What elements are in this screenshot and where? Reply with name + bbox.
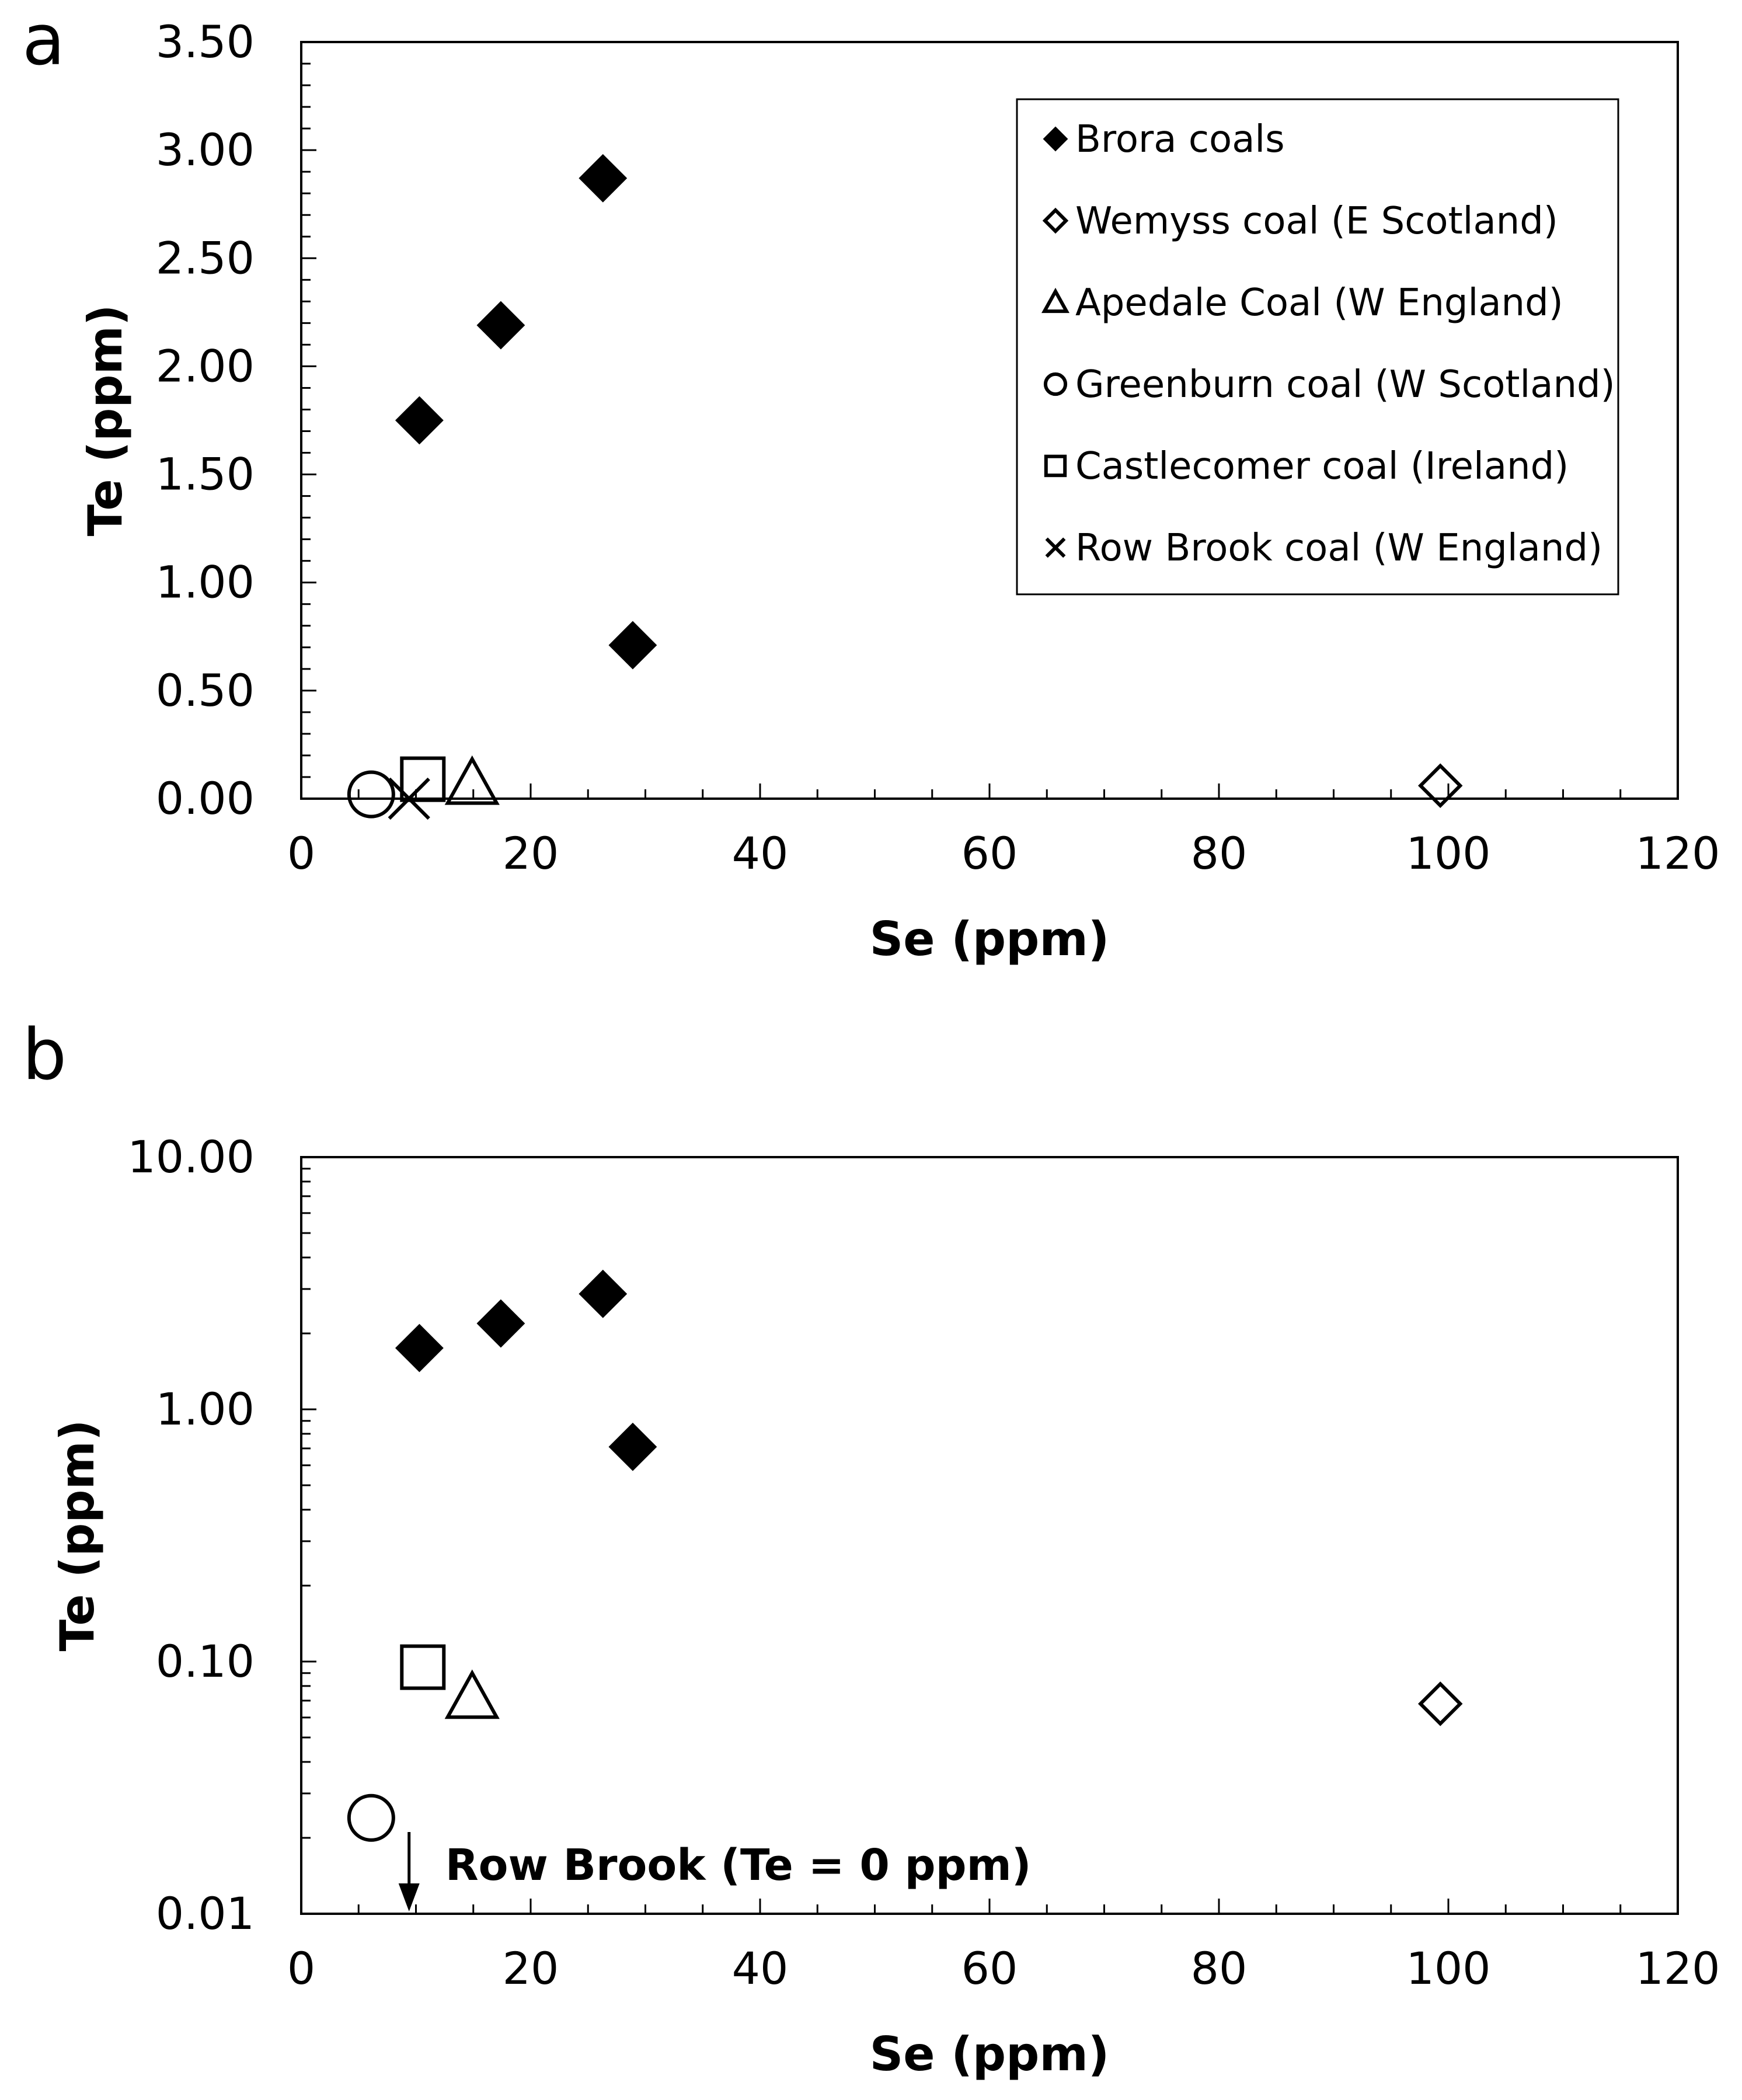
y-axis-title: Te (ppm)	[78, 304, 133, 536]
panel-label-b: b	[22, 1015, 67, 1096]
annotation-arrow-head	[398, 1883, 420, 1911]
data-point-wemyss-coal-e-scotland	[1418, 1681, 1463, 1726]
y-tick-label: 1.50	[156, 448, 255, 500]
x-tick-label: 40	[732, 827, 789, 879]
data-point-greenburn-coal-w-scotland	[347, 1793, 395, 1842]
legend-box	[1016, 98, 1619, 595]
y-tick-label: 0.01	[156, 1887, 255, 1939]
data-point-apedale-coal-w-england	[444, 755, 500, 805]
y-tick-label: 1.00	[156, 1383, 255, 1435]
legend-entry: Wemyss coal (E Scotland)	[1075, 200, 1558, 243]
legend-marker	[1045, 537, 1066, 558]
x-tick-label: 80	[1191, 1942, 1248, 1994]
legend-marker	[1043, 372, 1068, 396]
data-point-brora-coals	[395, 396, 444, 445]
data-point-apedale-coal-w-england	[444, 1669, 500, 1719]
y-tick-label: 1.00	[156, 556, 255, 608]
y-tick-label: 3.00	[156, 124, 255, 176]
x-tick-label: 20	[503, 827, 559, 879]
data-point-brora-coals	[395, 1324, 444, 1373]
legend-entry: Greenburn coal (W Scotland)	[1075, 363, 1615, 406]
x-tick-label: 120	[1635, 827, 1720, 879]
x-tick-label: 100	[1406, 1942, 1490, 1994]
data-point-brora-coals	[476, 1299, 525, 1348]
annotation-label: Row Brook (Te = 0 ppm)	[445, 1840, 1032, 1890]
data-point-castlecomer-coal-ireland	[400, 756, 446, 802]
y-tick-label: 0.10	[156, 1635, 255, 1687]
x-axis-title: Se (ppm)	[870, 912, 1110, 966]
x-tick-label: 20	[503, 1942, 559, 1994]
y-tick-label: 10.00	[127, 1131, 255, 1183]
legend-entry: Brora coals	[1075, 118, 1285, 161]
data-point-brora-coals	[579, 154, 628, 203]
y-tick-label: 2.50	[156, 232, 255, 284]
x-tick-label: 40	[732, 1942, 789, 1994]
data-point-brora-coals	[579, 1269, 628, 1318]
legend-entry: Apedale Coal (W England)	[1075, 281, 1563, 325]
data-point-wemyss-coal-e-scotland	[1418, 763, 1463, 809]
y-axis-title: Te (ppm)	[50, 1419, 104, 1651]
legend-marker	[1043, 126, 1068, 152]
chart-panel-b: 0 20 40 60 80 100 120 0.01 0.10 1.00 10.00 Se (ppm)…	[50, 1131, 1720, 2081]
chart-panel-a: 0 20 40 60 80 100 120 0.00 0.50 1.00 1.50 2.00 2.50 3…	[78, 16, 1720, 966]
data-point-brora-coals	[476, 301, 525, 350]
y-tick-label: 0.00	[156, 772, 255, 824]
data-point-brora-coals	[608, 1422, 657, 1471]
data-point-castlecomer-coal-ireland	[400, 1644, 446, 1690]
y-tick-label: 3.50	[156, 16, 255, 68]
x-axis-title: Se (ppm)	[870, 2027, 1110, 2081]
x-tick-label: 60	[961, 1942, 1018, 1994]
x-tick-label: 60	[961, 827, 1018, 879]
x-tick-label: 120	[1635, 1942, 1720, 1994]
x-tick-label: 100	[1406, 827, 1490, 879]
legend-marker	[1044, 454, 1067, 478]
legend-marker	[1042, 207, 1069, 234]
x-tick-label: 80	[1191, 827, 1248, 879]
legend-marker	[1041, 287, 1069, 314]
legend-entry: Row Brook coal (W England)	[1075, 527, 1602, 570]
x-tick-label: 0	[287, 827, 315, 879]
x-tick-label: 0	[287, 1942, 315, 1994]
y-tick-label: 2.00	[156, 340, 255, 392]
data-point-brora-coals	[608, 621, 657, 670]
data-point-row-brook-coal-w-england	[388, 777, 430, 820]
data-point-greenburn-coal-w-scotland	[347, 770, 395, 819]
legend-entry: Castlecomer coal (Ireland)	[1075, 445, 1569, 488]
y-tick-label: 0.50	[156, 664, 255, 716]
plot-frame	[300, 1156, 1679, 1915]
panel-label-a: a	[22, 0, 65, 81]
